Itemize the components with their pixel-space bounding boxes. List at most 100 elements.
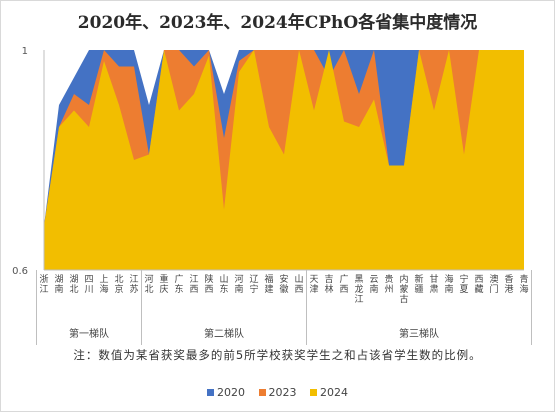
svg-text:蒙: 蒙 — [399, 283, 408, 295]
svg-text:南: 南 — [234, 283, 243, 295]
x-tick-label: 甘肃 — [429, 273, 438, 295]
group-label: 第三梯队 — [399, 327, 439, 340]
svg-text:西: 西 — [474, 274, 483, 285]
y-tick-label: 1 — [22, 46, 28, 57]
legend-label-2020: 2020 — [217, 386, 245, 399]
svg-text:川: 川 — [84, 285, 93, 295]
x-tick-label: 河北 — [144, 273, 153, 295]
svg-text:宁: 宁 — [249, 283, 258, 295]
svg-text:云: 云 — [369, 275, 378, 285]
svg-text:东: 东 — [219, 283, 228, 295]
legend-item-2020: 2020 — [207, 386, 245, 399]
svg-text:重: 重 — [159, 273, 168, 285]
svg-text:庆: 庆 — [159, 283, 168, 295]
svg-text:福: 福 — [264, 273, 273, 285]
x-tick-label: 黑龙江 — [354, 274, 363, 305]
svg-text:吉: 吉 — [324, 274, 333, 285]
svg-text:安: 安 — [279, 273, 288, 285]
svg-text:港: 港 — [504, 283, 513, 295]
svg-text:浙: 浙 — [39, 273, 48, 285]
svg-text:南: 南 — [369, 283, 378, 295]
svg-text:门: 门 — [489, 283, 498, 295]
x-tick-label: 内蒙古 — [399, 273, 408, 305]
svg-text:北: 北 — [144, 284, 153, 295]
svg-text:京: 京 — [114, 283, 123, 295]
chart-note: 注：数值为某省获奖最多的前5所学校获奖学生之和占该省学生数的比例。 — [73, 348, 482, 362]
svg-text:青: 青 — [519, 273, 528, 285]
svg-text:甘: 甘 — [429, 273, 438, 285]
svg-text:湖: 湖 — [69, 274, 78, 285]
svg-text:黑: 黑 — [354, 274, 363, 285]
x-tick-label: 江西 — [189, 274, 198, 295]
svg-text:疆: 疆 — [414, 284, 423, 295]
x-tick-label: 青海 — [519, 273, 528, 295]
x-tick-label: 湖南 — [54, 274, 63, 295]
svg-text:夏: 夏 — [459, 284, 468, 295]
chart-title: 2020年、2023年、2024年CPhO各省集中度情况 — [77, 13, 478, 33]
x-tick-label: 福建 — [264, 273, 273, 295]
x-tick-label: 西藏 — [474, 274, 483, 295]
x-tick-label: 江苏 — [129, 274, 138, 295]
svg-text:天: 天 — [309, 275, 318, 285]
x-tick-label: 云南 — [369, 275, 378, 295]
svg-text:江: 江 — [189, 274, 198, 285]
group-label: 第二梯队 — [204, 327, 244, 340]
svg-text:苏: 苏 — [129, 283, 138, 295]
svg-text:北: 北 — [69, 284, 78, 295]
svg-text:北: 北 — [114, 274, 123, 285]
legend-item-2023: 2023 — [258, 386, 297, 399]
svg-text:南: 南 — [54, 283, 63, 295]
svg-text:广: 广 — [339, 273, 348, 285]
area-series-2024 — [44, 50, 524, 270]
svg-text:海: 海 — [99, 283, 108, 295]
svg-text:陕: 陕 — [204, 273, 213, 285]
x-tick-label: 新疆 — [414, 273, 423, 295]
x-tick-label: 吉林 — [324, 274, 333, 295]
x-tick-label: 重庆 — [159, 273, 168, 295]
svg-text:津: 津 — [309, 284, 318, 295]
svg-text:林: 林 — [324, 283, 333, 295]
legend-label-2024: 2024 — [320, 386, 348, 399]
svg-text:新: 新 — [414, 273, 423, 285]
svg-text:河: 河 — [234, 273, 243, 285]
svg-text:山: 山 — [294, 274, 303, 285]
legend-swatch-2024 — [310, 389, 317, 396]
svg-text:西: 西 — [204, 284, 213, 295]
svg-text:江: 江 — [129, 274, 138, 285]
svg-text:西: 西 — [189, 284, 198, 295]
svg-text:内: 内 — [399, 273, 408, 285]
group-label: 第一梯队 — [69, 327, 109, 340]
legend-swatch-2023 — [258, 389, 266, 396]
svg-text:徽: 徽 — [279, 283, 288, 295]
x-tick-label: 海南 — [444, 273, 453, 295]
svg-text:东: 东 — [174, 283, 183, 295]
svg-text:湖: 湖 — [54, 274, 63, 285]
legend-item-2024: 2024 — [310, 386, 348, 399]
x-tick-label: 陕西 — [204, 273, 213, 295]
x-tick-label: 广西 — [339, 273, 348, 295]
x-tick-label: 澳门 — [489, 273, 498, 295]
svg-text:州: 州 — [384, 284, 393, 295]
svg-text:山: 山 — [219, 274, 228, 285]
svg-text:宁: 宁 — [459, 273, 468, 285]
x-tick-label: 安徽 — [279, 273, 288, 295]
svg-text:香: 香 — [504, 274, 513, 285]
x-tick-label: 北京 — [114, 274, 123, 295]
x-tick-label: 广东 — [174, 273, 183, 295]
svg-text:龙: 龙 — [354, 283, 363, 295]
x-tick-label: 山西 — [294, 274, 303, 295]
svg-text:江: 江 — [354, 294, 363, 305]
x-tick-label: 香港 — [504, 274, 513, 295]
svg-text:澳: 澳 — [489, 273, 498, 285]
x-tick-label: 湖北 — [69, 274, 78, 295]
svg-text:广: 广 — [174, 273, 183, 285]
legend-swatch-2020 — [207, 389, 214, 396]
x-tick-label: 贵州 — [384, 273, 393, 295]
svg-text:南: 南 — [444, 283, 453, 295]
x-tick-label: 天津 — [309, 275, 318, 295]
svg-text:海: 海 — [519, 283, 528, 295]
svg-text:西: 西 — [339, 284, 348, 295]
svg-text:西: 西 — [294, 284, 303, 295]
svg-text:上: 上 — [99, 274, 108, 285]
